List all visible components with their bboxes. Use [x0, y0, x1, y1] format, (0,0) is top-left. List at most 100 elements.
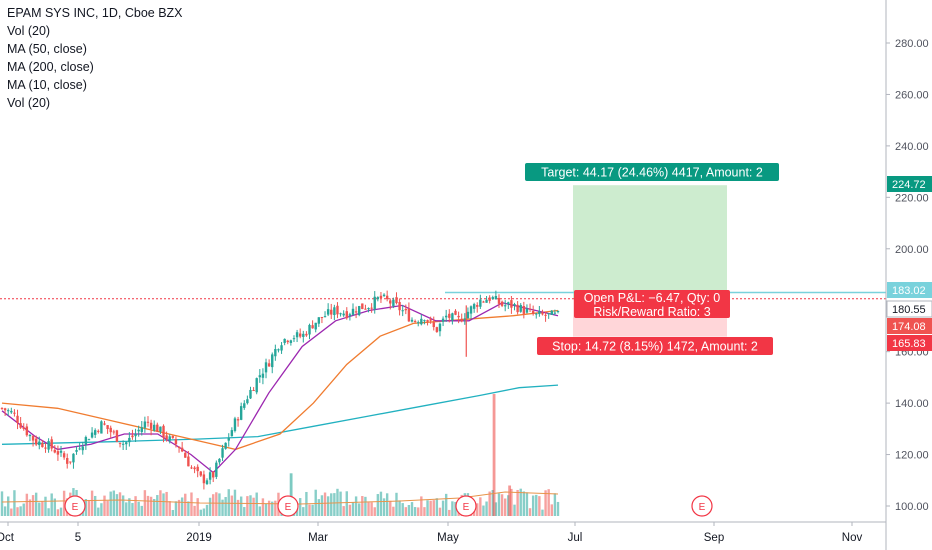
candle-body [528, 308, 532, 310]
volume-bar [302, 507, 305, 516]
volume-bar [34, 492, 38, 516]
candle-body [53, 449, 57, 453]
volume-bar [528, 508, 532, 516]
candle-body [420, 318, 423, 325]
earnings-marker[interactable]: E [64, 495, 86, 517]
candle-body [553, 312, 557, 314]
candle-body [522, 306, 526, 314]
ma50-line [1, 309, 559, 451]
candle-body [174, 439, 178, 445]
candle-body [485, 299, 488, 303]
volume-bar [252, 497, 255, 516]
volume-bar [0, 491, 4, 516]
target-label[interactable]: Target: 44.17 (24.46%) 4417, Amount: 2 [525, 163, 779, 181]
legend-vol[interactable]: Vol (20) [7, 24, 51, 38]
candle-body [376, 297, 380, 300]
volume-spike [289, 473, 293, 516]
candle-body [109, 427, 112, 433]
candle-body [81, 446, 84, 451]
candle-body [535, 313, 538, 315]
candle-body [66, 458, 69, 464]
ma10-line [1, 302, 559, 474]
candle-body [342, 313, 345, 316]
target-label-text: Target: 44.17 (24.46%) 4417, Amount: 2 [541, 166, 763, 180]
volume-bar [109, 491, 112, 516]
candle-body [224, 442, 227, 449]
volume-bar [187, 501, 190, 516]
candle-body [149, 422, 153, 429]
candle-body [16, 415, 19, 423]
candle-body [121, 443, 125, 445]
candle-body [407, 308, 411, 322]
volume-bar [103, 495, 106, 516]
volume-bar [153, 499, 156, 516]
volume-ma-line [1, 491, 559, 505]
candle-body [0, 407, 4, 409]
volume-bar [131, 503, 134, 516]
volume-bar [503, 498, 507, 516]
volume-bar [326, 496, 330, 516]
volume-bar [547, 489, 550, 516]
candle-body [47, 441, 50, 450]
volume-bar [308, 504, 311, 516]
candle-body [339, 313, 342, 315]
volume-bar [106, 500, 109, 516]
candle-body [50, 439, 53, 449]
volume-bar [87, 499, 91, 516]
candle-body [22, 427, 25, 429]
candle-body [187, 456, 190, 467]
candle-body [395, 297, 398, 304]
price-label-box [887, 318, 932, 334]
volume-bar [56, 509, 60, 516]
volume-bar [140, 505, 143, 516]
candle-body [274, 349, 277, 357]
earnings-marker[interactable]: E [455, 495, 477, 517]
volume-bar [550, 504, 553, 516]
volume-bar [59, 507, 63, 516]
legend-ma10[interactable]: MA (10, close) [7, 78, 87, 92]
stop-label[interactable]: Stop: 14.72 (8.15%) 1472, Amount: 2 [537, 337, 773, 355]
candle-body [385, 295, 389, 300]
candle-body [361, 303, 364, 310]
candle-body [255, 378, 258, 393]
volume-bar [180, 497, 184, 516]
earnings-marker[interactable]: E [277, 495, 299, 517]
earnings-marker[interactable]: E [691, 495, 713, 517]
y-tick-label: 260.00 [895, 89, 929, 101]
candle-body [93, 430, 97, 435]
volume-bar [236, 499, 240, 516]
volume-bar [261, 498, 265, 516]
candle-body [41, 442, 44, 448]
legend-ma200[interactable]: MA (200, close) [7, 60, 94, 74]
candle-body [494, 295, 498, 300]
candle-body [460, 318, 463, 322]
candle-body [379, 295, 383, 299]
earnings-letter: E [72, 502, 79, 513]
volume-bar [330, 493, 333, 516]
volume-bar [379, 491, 383, 516]
legend-vol-2[interactable]: Vol (20) [7, 96, 51, 110]
volume-bar [351, 502, 355, 516]
volume-bar [423, 507, 426, 516]
volume-bar [544, 490, 547, 516]
volume-bar [205, 504, 209, 516]
candle-body [364, 308, 367, 310]
volume-bar [218, 493, 221, 516]
volume-bar [149, 496, 153, 516]
volume-bar [221, 499, 224, 516]
candle-body [190, 467, 193, 469]
candle-body [7, 410, 10, 412]
x-tick-label: Jul [568, 532, 583, 544]
candle-body [317, 317, 321, 324]
volume-bar [190, 492, 193, 516]
y-tick-label: 200.00 [895, 244, 929, 256]
legend-title[interactable]: EPAM SYS INC, 1D, Cboe BZX [7, 6, 183, 20]
legend-ma50[interactable]: MA (50, close) [7, 42, 87, 56]
volume-bar [212, 494, 215, 516]
candle-body [19, 423, 22, 428]
candle-body [38, 441, 41, 446]
volume-bar [432, 500, 435, 516]
volume-bar [202, 508, 206, 516]
